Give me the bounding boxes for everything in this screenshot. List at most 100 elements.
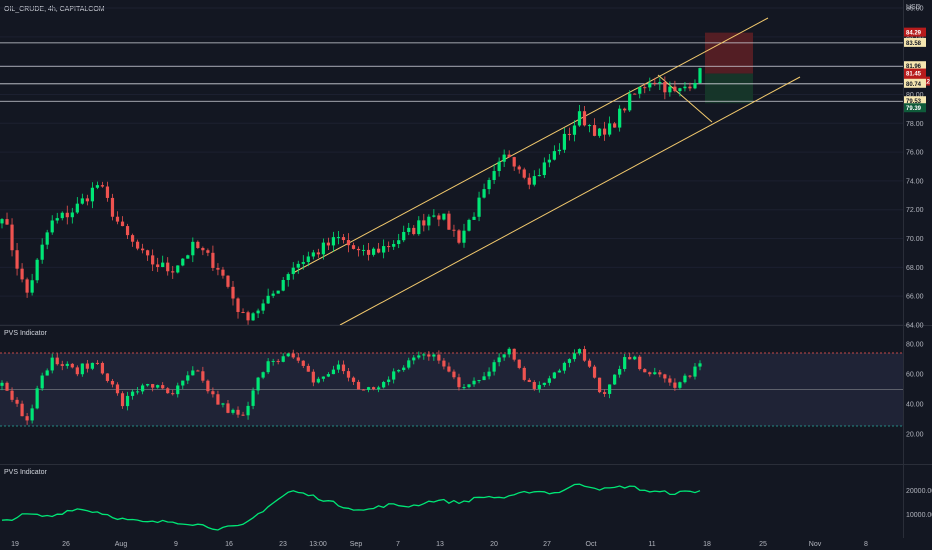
candle-body xyxy=(371,248,376,255)
rsi-candle-body xyxy=(366,387,371,390)
candle-body xyxy=(326,242,331,246)
candle-body xyxy=(477,197,481,217)
candle-body xyxy=(110,197,115,217)
candle-body xyxy=(130,235,135,242)
candle-body xyxy=(301,262,305,264)
candle-body xyxy=(608,123,612,135)
candle-body xyxy=(633,93,637,95)
time-tick-label: Oct xyxy=(586,541,597,548)
rsi-candle-body xyxy=(40,375,44,389)
rsi-candle-body xyxy=(371,387,376,390)
indicator-1-title: PVS Indicator xyxy=(4,330,47,337)
price-badge xyxy=(904,96,926,106)
indicator-1-tick-label: 80.00 xyxy=(906,342,924,349)
rsi-candle-body xyxy=(582,349,587,361)
rsi-candle-body xyxy=(502,354,506,358)
rsi-candle-body xyxy=(356,381,361,390)
candle-body xyxy=(181,258,185,266)
rsi-candle-body xyxy=(683,375,687,383)
price-badge xyxy=(904,27,926,37)
candle-body xyxy=(658,82,662,84)
target-zone[interactable] xyxy=(705,73,753,104)
price-pane[interactable]: OIL_CRUDE, 4h, CAPITALCOM xyxy=(0,0,903,326)
rsi-candle-body xyxy=(422,354,426,356)
time-tick-label: 9 xyxy=(174,541,178,548)
candle-body xyxy=(80,198,84,204)
price-axis[interactable]: 86.0084.0082.0080.0078.0076.0074.0072.00… xyxy=(906,6,924,330)
candle-body xyxy=(522,169,526,178)
candle-body xyxy=(166,262,170,272)
symbol-title: OIL_CRUDE, 4h, CAPITALCOM xyxy=(4,6,105,13)
indicator-1-pane[interactable]: PVS Indicator xyxy=(0,330,903,427)
candle-body xyxy=(698,68,702,83)
candle-body xyxy=(392,244,396,247)
candle-body xyxy=(452,229,456,231)
rsi-candle-body xyxy=(537,384,541,389)
candle-body xyxy=(572,125,577,135)
rsi-candle-body xyxy=(592,366,597,378)
rsi-candle-body xyxy=(346,371,351,378)
candle-body xyxy=(492,171,496,180)
candle-body xyxy=(512,157,516,167)
candle-body xyxy=(497,161,501,172)
rsi-candle-body xyxy=(678,382,682,388)
time-tick-label: 19 xyxy=(11,541,19,548)
channel-upper-line[interactable] xyxy=(292,17,769,274)
indicator-2-pane[interactable]: PVS Indicator xyxy=(1,469,701,531)
rsi-candle-body xyxy=(191,370,195,376)
rsi-candle-body xyxy=(462,387,466,389)
rsi-candle-body xyxy=(392,371,396,380)
rsi-candle-body xyxy=(351,377,356,382)
time-tick-label: 26 xyxy=(62,541,70,548)
indicator-1-tick-label: 60.00 xyxy=(906,372,924,379)
time-tick-label: Sep xyxy=(350,541,363,548)
candle-body xyxy=(95,185,100,188)
price-tick-label: 70.00 xyxy=(906,236,924,243)
price-tick-label: 64.00 xyxy=(906,323,924,330)
candle-body xyxy=(437,215,441,220)
time-tick-label: 27 xyxy=(543,541,551,548)
rsi-candle-body xyxy=(432,354,436,357)
price-badge xyxy=(904,68,926,78)
price-badges: 84.2983.5881.9681.4501:58:1280.7479.5379… xyxy=(904,27,931,113)
rsi-candle-body xyxy=(236,409,240,415)
time-tick-label: 11 xyxy=(648,541,655,548)
indicator-2-tick-label: 20000.00 xyxy=(906,488,932,495)
rsi-candle-body xyxy=(100,362,105,374)
time-axis[interactable]: 19 26 Aug 9 16 23 13:00 Sep 7 13 20 27 Oct 11 18 25 Nov 8 xyxy=(11,541,868,548)
candle-body xyxy=(592,125,597,136)
time-tick-label: 7 xyxy=(396,541,400,548)
candle-body xyxy=(85,198,89,202)
candle-body xyxy=(507,154,511,158)
candle-body xyxy=(552,151,556,160)
channel-mid-line[interactable] xyxy=(657,74,713,123)
rsi-candle-body xyxy=(115,384,120,394)
candle-body xyxy=(407,227,411,232)
indicator-2-axis[interactable]: 20000.00 10000.00 xyxy=(906,488,932,519)
rsi-candle-body xyxy=(30,408,34,421)
rsi-candle-body xyxy=(522,367,526,380)
rsi-candle-body xyxy=(271,360,275,362)
candle-body xyxy=(266,295,270,304)
indicator-1-axis[interactable]: 80.00 60.00 40.00 20.00 xyxy=(906,342,924,439)
rsi-candle-body xyxy=(608,384,612,394)
rsi-candle-body xyxy=(226,403,230,413)
candle-body xyxy=(382,246,386,253)
candle-body xyxy=(517,166,521,170)
candle-body xyxy=(196,241,200,248)
price-tick-label: 74.00 xyxy=(906,178,924,185)
candle-body xyxy=(171,271,175,273)
candle-body xyxy=(467,219,471,231)
channel-lower-line[interactable] xyxy=(339,76,801,326)
candle-body xyxy=(161,262,165,268)
candle-body xyxy=(271,293,275,296)
rsi-candle-body xyxy=(105,373,110,381)
candle-body xyxy=(351,245,356,249)
rsi-candle-body xyxy=(201,371,205,381)
candle-body xyxy=(55,218,59,221)
candle-body xyxy=(562,133,567,150)
candle-body xyxy=(156,264,160,268)
rsi-candle-body xyxy=(151,384,155,388)
horizontal-levels[interactable] xyxy=(0,42,903,102)
